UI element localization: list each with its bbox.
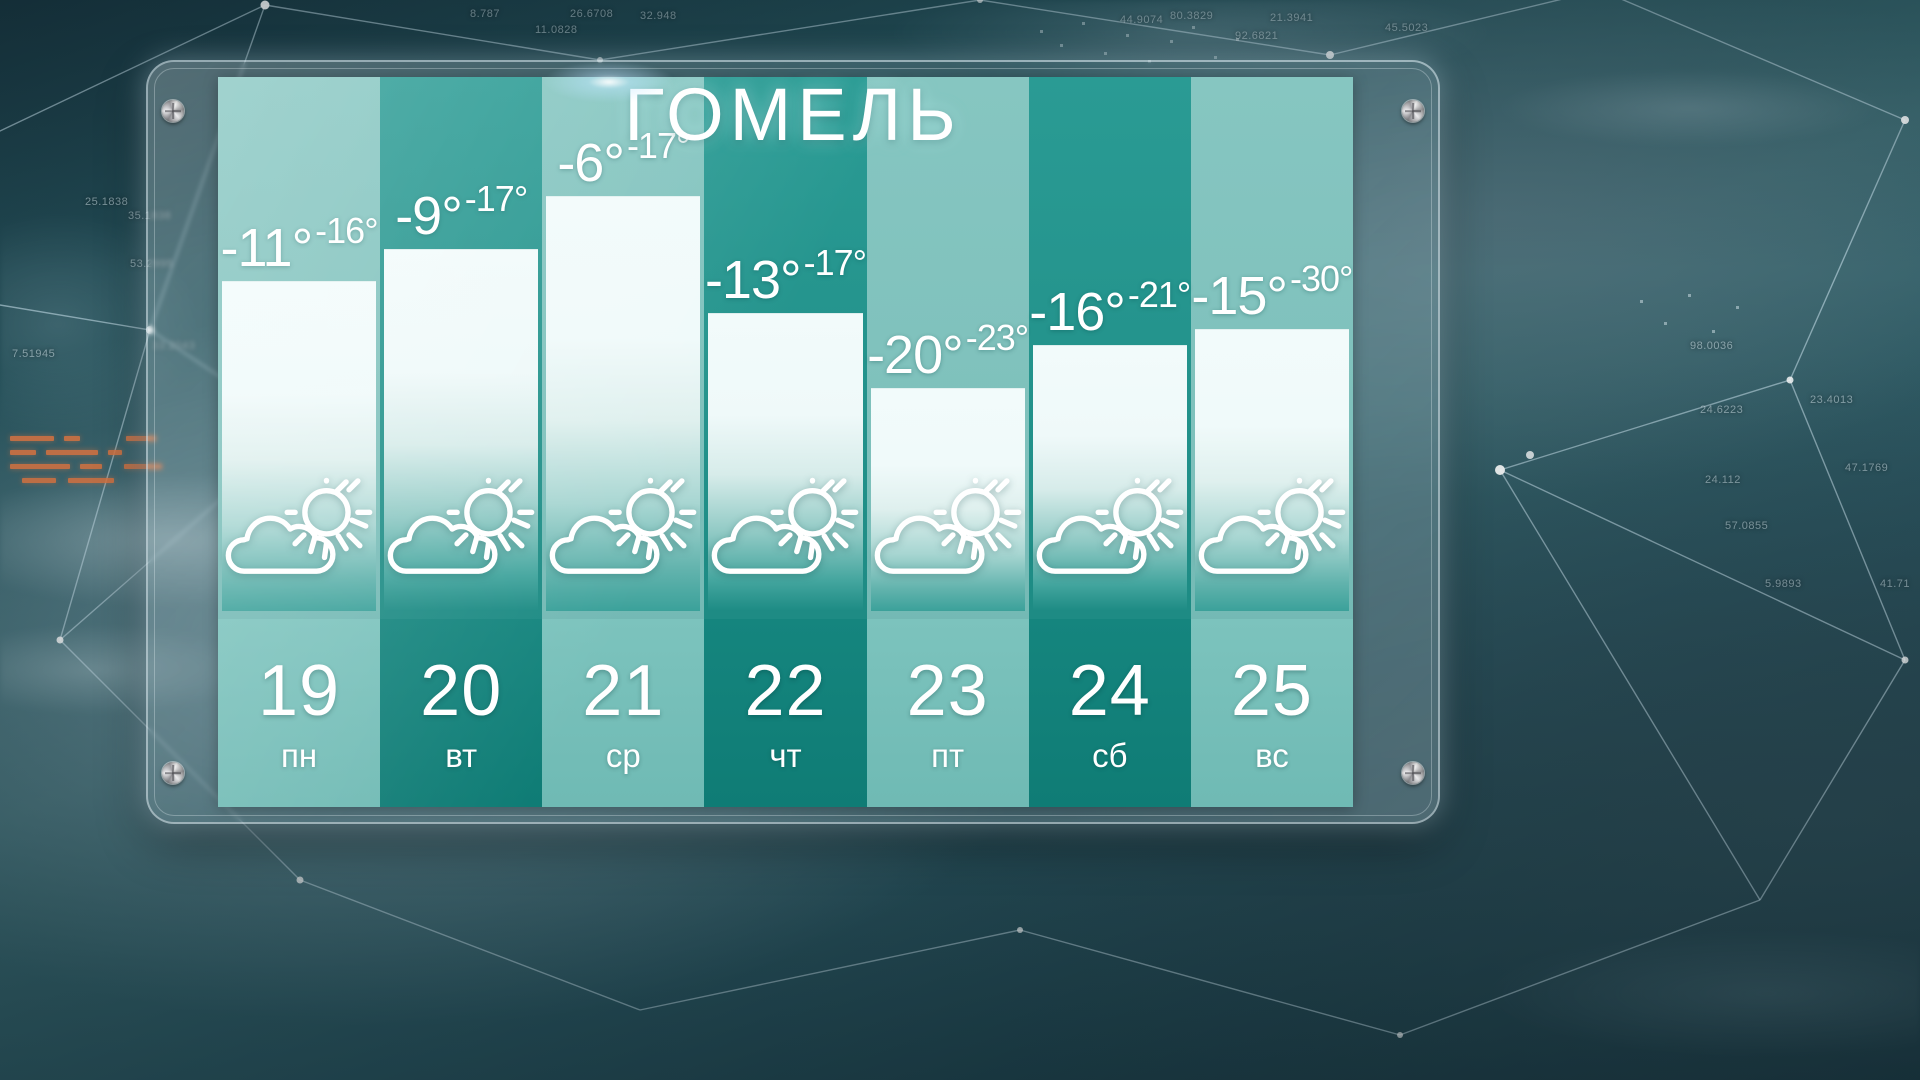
day-weekday: чт — [769, 736, 802, 774]
temperature-group: -11° -16° — [218, 210, 380, 279]
day-footer[interactable]: 22 чт — [704, 619, 867, 807]
sun-behind-cloud-icon — [380, 469, 542, 589]
weekly-forecast-chart: -11° -16° 19 пн -9° -17° 20 вт -6° -17° — [218, 77, 1353, 807]
temperature-low: -16° — [315, 210, 378, 251]
day-weekday: ср — [605, 736, 641, 774]
temperature-low: -17° — [464, 178, 528, 219]
city-title: ГОМЕЛЬ — [624, 73, 962, 156]
day-weekday: сб — [1092, 736, 1128, 774]
day-date: 20 — [420, 650, 503, 731]
temperature-high: -16° — [1029, 282, 1126, 343]
forecast-day-column[interactable]: -16° -21° 24 сб — [1028, 77, 1191, 807]
forecast-day-column[interactable]: -20° -23° 23 пт — [866, 77, 1029, 807]
temperature-bar — [222, 281, 377, 611]
forecast-day-column[interactable]: -13° -17° 22 чт — [704, 77, 867, 807]
day-weekday: пн — [281, 736, 318, 774]
day-footer[interactable]: 20 вт — [380, 619, 543, 807]
temperature-low: -21° — [1127, 274, 1191, 315]
sun-behind-cloud-icon — [704, 469, 866, 589]
temperature-high: -6° — [557, 133, 625, 194]
temperature-group: -13° -17° — [704, 242, 867, 311]
day-date: 25 — [1230, 650, 1313, 731]
temperature-high: -9° — [395, 186, 463, 247]
forecast-day-column[interactable]: -9° -17° 20 вт — [380, 77, 543, 807]
temperature-bar — [708, 313, 863, 611]
temperature-high: -13° — [704, 250, 802, 311]
temperature-low: -17° — [803, 242, 867, 283]
day-footer[interactable]: 24 сб — [1028, 619, 1191, 807]
day-date: 19 — [258, 650, 341, 731]
forecast-day-column[interactable]: -11° -16° 19 пн — [218, 77, 381, 807]
temperature-high: -15° — [1191, 266, 1288, 327]
temperature-group: -15° -30° — [1191, 258, 1353, 327]
sun-behind-cloud-icon — [1029, 469, 1191, 589]
temperature-low: -30° — [1290, 258, 1353, 299]
temperature-high: -11° — [220, 218, 314, 279]
day-date: 21 — [582, 650, 665, 731]
day-footer[interactable]: 25 вс — [1190, 619, 1353, 807]
panel-screw-top-left — [162, 100, 184, 122]
temperature-group: -20° -23° — [867, 317, 1029, 386]
temperature-low: -17° — [626, 125, 690, 166]
day-footer[interactable]: 19 пн — [218, 619, 381, 807]
day-date: 24 — [1068, 650, 1151, 731]
forecast-glass-panel: -11° -16° 19 пн -9° -17° 20 вт -6° -17° — [148, 62, 1438, 822]
forecast-day-column[interactable]: -15° -30° 25 вс — [1190, 77, 1353, 807]
sun-behind-cloud-icon — [218, 469, 380, 589]
sun-behind-cloud-icon — [542, 469, 704, 589]
forecast-day-column[interactable]: -6° -17° 21 ср — [542, 77, 705, 807]
sun-behind-cloud-icon — [1191, 469, 1353, 589]
day-weekday: вт — [445, 736, 478, 774]
day-footer[interactable]: 21 ср — [542, 619, 705, 807]
temperature-high: -20° — [867, 325, 964, 386]
day-weekday: вс — [1255, 736, 1289, 774]
panel-screw-bottom-right — [1402, 762, 1424, 784]
temperature-group: -16° -21° — [1029, 274, 1191, 343]
panel-screw-bottom-left — [162, 762, 184, 784]
temperature-low: -23° — [965, 317, 1029, 358]
temperature-bar — [384, 249, 539, 611]
temperature-group: -6° -17° — [542, 125, 704, 194]
temperature-group: -9° -17° — [380, 178, 542, 247]
day-date: 23 — [906, 650, 989, 731]
temperature-bar — [1194, 329, 1349, 611]
sun-behind-cloud-icon — [867, 469, 1029, 589]
panel-screw-top-right — [1402, 100, 1424, 122]
day-footer[interactable]: 23 пт — [866, 619, 1029, 807]
day-date: 22 — [744, 650, 827, 731]
temperature-bar — [1032, 345, 1187, 611]
day-weekday: пт — [931, 736, 965, 774]
